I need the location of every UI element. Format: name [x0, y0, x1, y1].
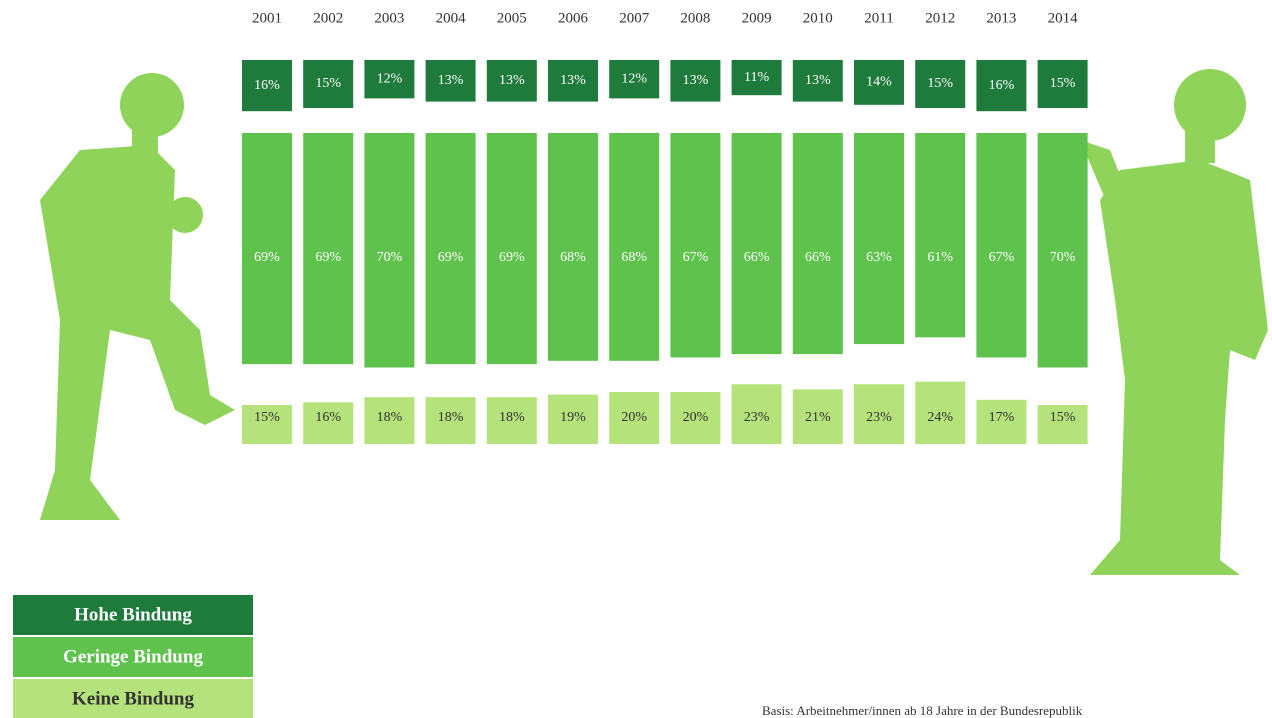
x-tick-label: 2010: [803, 10, 833, 26]
value-label: 24%: [927, 410, 953, 425]
value-label: 12%: [377, 71, 403, 86]
value-label: 12%: [621, 71, 647, 86]
value-label: 15%: [254, 410, 280, 425]
value-label: 69%: [254, 250, 280, 265]
value-label: 67%: [989, 250, 1015, 265]
x-tick-label: 2006: [558, 10, 589, 26]
value-label: 16%: [315, 410, 341, 425]
value-label: 18%: [499, 410, 525, 425]
value-label: 70%: [1050, 250, 1076, 265]
value-label: 66%: [805, 250, 831, 265]
value-label: 13%: [499, 73, 525, 88]
value-label: 13%: [560, 73, 586, 88]
value-label: 18%: [438, 410, 464, 425]
value-label: 23%: [744, 410, 770, 425]
x-tick-label: 2007: [619, 10, 650, 26]
value-label: 66%: [744, 250, 770, 265]
bar: [915, 133, 965, 337]
value-label: 17%: [989, 410, 1015, 425]
x-tick-label: 2011: [864, 10, 893, 26]
value-label: 70%: [377, 250, 403, 265]
legend-label: Hohe Bindung: [74, 604, 192, 625]
x-tick-label: 2012: [925, 10, 955, 26]
bar: [976, 133, 1026, 357]
value-label: 11%: [744, 70, 769, 85]
x-tick-label: 2013: [986, 10, 1016, 26]
bar: [487, 133, 537, 364]
bar: [548, 133, 598, 361]
value-label: 15%: [1050, 410, 1076, 425]
x-tick-label: 2005: [497, 10, 527, 26]
bar: [793, 133, 843, 354]
value-label: 69%: [315, 250, 341, 265]
bar: [609, 133, 659, 361]
x-tick-label: 2008: [680, 10, 710, 26]
value-label: 16%: [254, 78, 280, 93]
legend-label: Keine Bindung: [72, 688, 194, 709]
chart: Hohe Bindung Geringe Bindung Keine Bindung…: [0, 0, 1272, 718]
value-label: 14%: [866, 75, 892, 90]
x-tick-label: 2009: [742, 10, 772, 26]
value-label: 13%: [438, 73, 464, 88]
legend-label: Geringe Bindung: [63, 646, 203, 667]
bar: [670, 133, 720, 357]
value-label: 20%: [621, 410, 647, 425]
value-label: 18%: [377, 410, 403, 425]
x-tick-label: 2001: [252, 10, 282, 26]
value-label: 67%: [683, 250, 709, 265]
value-label: 61%: [927, 250, 953, 265]
value-label: 20%: [683, 410, 709, 425]
bar: [303, 133, 353, 364]
bar: [426, 133, 476, 364]
value-label: 69%: [438, 250, 464, 265]
legend: Hohe Bindung Geringe Bindung Keine Bindung: [13, 595, 253, 718]
value-label: 15%: [1050, 76, 1076, 91]
value-label: 68%: [560, 250, 586, 265]
value-label: 16%: [989, 78, 1015, 93]
x-tick-label: 2014: [1048, 10, 1079, 26]
value-label: 13%: [805, 73, 831, 88]
value-label: 15%: [927, 76, 953, 91]
bar: [242, 133, 292, 364]
value-label: 19%: [560, 410, 586, 425]
x-tick-label: 2003: [374, 10, 404, 26]
value-label: 23%: [866, 410, 892, 425]
value-label: 69%: [499, 250, 525, 265]
value-label: 63%: [866, 250, 892, 265]
figure-left: [40, 73, 235, 520]
x-tick-label: 2002: [313, 10, 343, 26]
value-label: 21%: [805, 410, 831, 425]
value-label: 13%: [683, 73, 709, 88]
bar: [854, 133, 904, 344]
figure-right: [1080, 69, 1268, 575]
value-label: 15%: [315, 76, 341, 91]
x-tick-label: 2004: [436, 10, 467, 26]
bar: [732, 133, 782, 354]
footnote: Basis: Arbeitnehmer/innen ab 18 Jahre in…: [762, 703, 1083, 718]
value-label: 68%: [621, 250, 647, 265]
